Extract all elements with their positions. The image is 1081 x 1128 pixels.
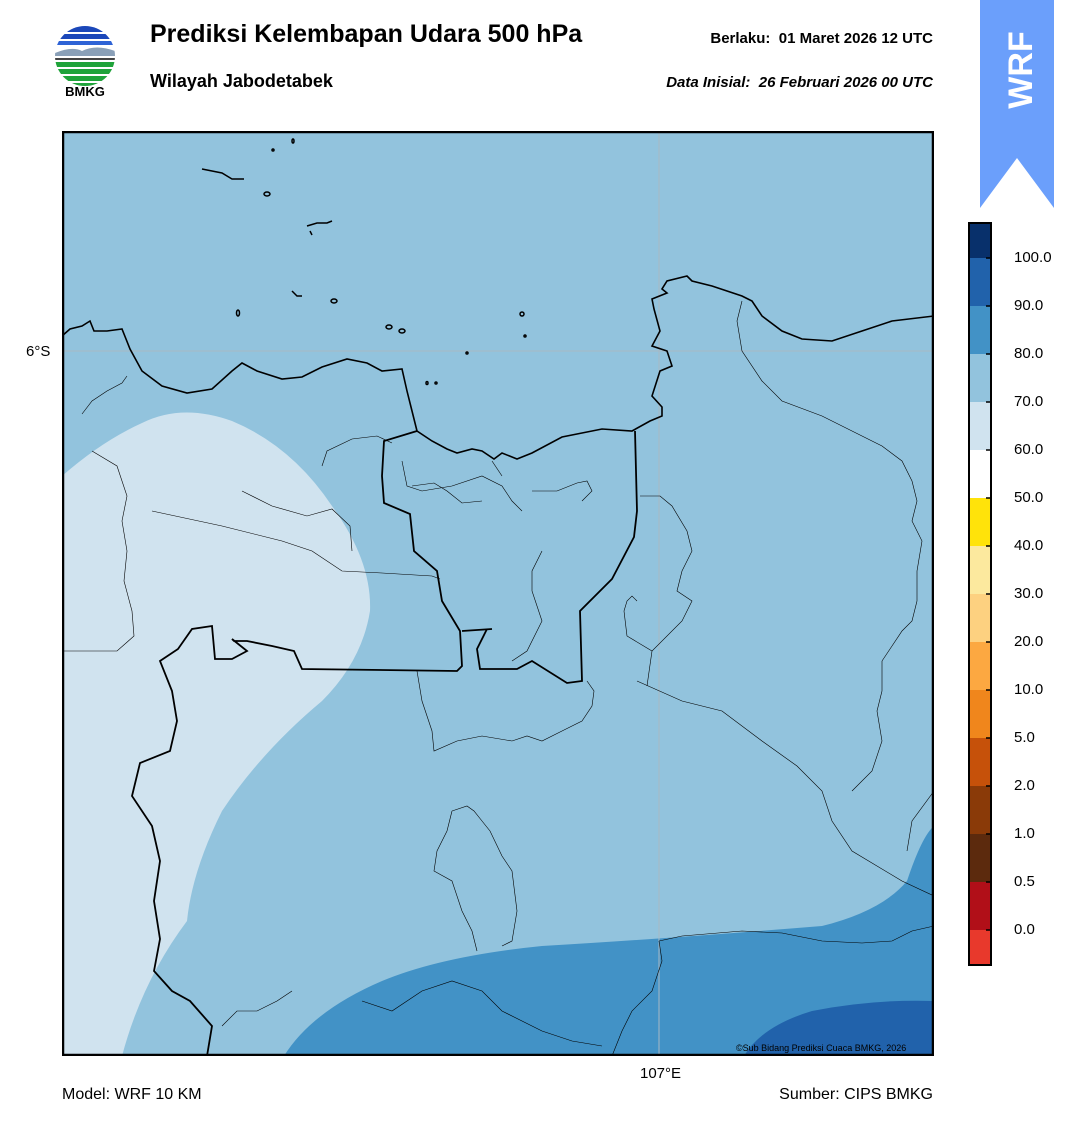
colorbar-tick-label: 100.0 [1014,249,1052,266]
bmkg-logo [55,26,115,86]
latitude-label: 6°S [26,343,51,360]
logo-text: BMKG [65,84,105,99]
regency-borders [62,300,934,1056]
page-subtitle: Wilayah Jabodetabek [150,71,333,91]
thousand-islands [201,138,527,386]
colorbar-band [968,690,992,738]
province-borders [131,430,638,1056]
colorbar-band [968,258,992,306]
colorbar-band [968,738,992,786]
initial-label: Data Inisial: [666,74,751,91]
colorbar-band [968,450,992,498]
copyright-text: ©Sub Bidang Prediksi Cuaca BMKG, 2026 [736,1043,907,1053]
colorbar [968,222,992,966]
colorbar-band [968,546,992,594]
colorbar-tick-label: 1.0 [1014,825,1035,842]
rh-80-90-region [744,1000,934,1056]
colorbar-tick-label: 40.0 [1014,537,1044,554]
colorbar-tick-label: 0.0 [1014,921,1035,938]
rh-70-80-region [284,826,934,1056]
valid-label: Berlaku: [710,30,771,47]
page-title: Prediksi Kelembapan Udara 500 hPa [150,20,583,48]
source-label: Sumber: CIPS BMKG [779,1086,933,1103]
colorbar-tick-label: 5.0 [1014,729,1035,746]
map-frame [62,131,934,1056]
longitude-label: 107°E [640,1065,682,1082]
colorbar-band [968,930,992,966]
model-label: Model: WRF 10 KM [62,1086,202,1103]
wrf-ribbon: WRF [980,0,1054,208]
colorbar-tick-label: 30.0 [1014,585,1044,602]
colorbar-tick-label: 60.0 [1014,441,1044,458]
colorbar-band [968,306,992,354]
valid-time: Berlaku: 01 Maret 2026 12 UTC [710,30,933,47]
colorbar-tick-label: 20.0 [1014,633,1044,650]
colorbar-band [968,222,992,258]
colorbar-tick-label: 50.0 [1014,489,1044,506]
valid-time-value: 01 Maret 2026 12 UTC [778,30,933,47]
colorbar-band [968,882,992,930]
colorbar-tick-label: 70.0 [1014,393,1044,410]
colorbar-band [968,642,992,690]
colorbar-band [968,354,992,402]
initial-time-value: 26 Februari 2026 00 UTC [758,74,933,91]
colorbar-band [968,498,992,546]
colorbar-tick-label: 2.0 [1014,777,1035,794]
colorbar-tick-label: 90.0 [1014,297,1044,314]
coastline [62,275,934,460]
colorbar-tick-label: 10.0 [1014,681,1044,698]
initial-time: Data Inisial: 26 Februari 2026 00 UTC [666,74,933,91]
colorbar-tick-label: 0.5 [1014,873,1035,890]
humidity-map [62,131,934,1056]
rh-50-60-region [62,412,371,1056]
colorbar-band [968,402,992,450]
colorbar-tick-label: 80.0 [1014,345,1044,362]
colorbar-band [968,594,992,642]
colorbar-band [968,834,992,882]
colorbar-band [968,786,992,834]
wrf-ribbon-text: WRF [1002,31,1040,108]
